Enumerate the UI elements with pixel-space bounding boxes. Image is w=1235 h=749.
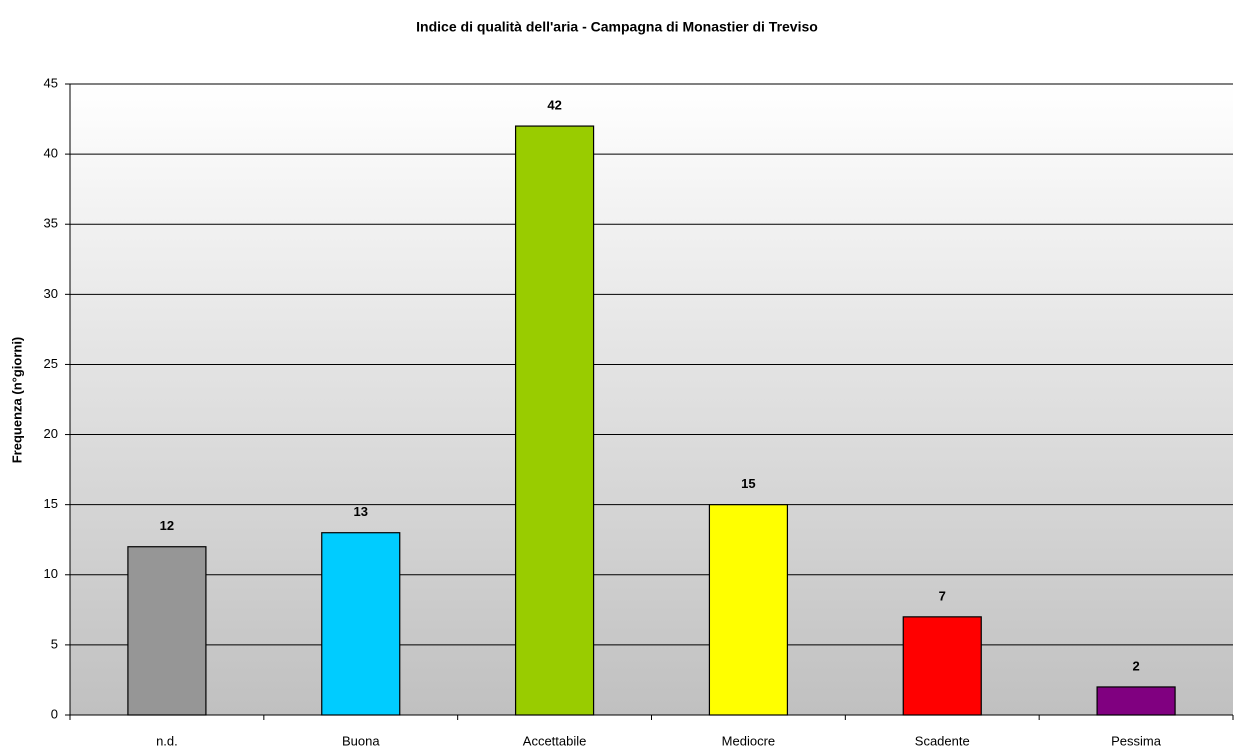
- data-label: 13: [354, 504, 368, 519]
- x-tick-label: Buona: [342, 733, 380, 748]
- y-tick-label: 35: [44, 216, 58, 231]
- x-tick-label: Scadente: [915, 733, 970, 748]
- x-tick-label: n.d.: [156, 733, 178, 748]
- x-tick-label: Pessima: [1111, 733, 1162, 748]
- bar: [321, 532, 401, 716]
- data-label: 42: [547, 98, 561, 113]
- y-tick-label: 0: [51, 706, 58, 721]
- bar: [514, 125, 595, 716]
- chart-title: Indice di qualità dell'aria - Campagna d…: [416, 19, 818, 35]
- y-tick-label: 20: [44, 426, 58, 441]
- bar: [127, 546, 207, 716]
- data-label: 12: [160, 518, 174, 533]
- y-tick-label: 45: [44, 75, 58, 90]
- y-tick-label: 40: [44, 146, 58, 161]
- data-label: 7: [939, 588, 946, 603]
- x-tick-label: Mediocre: [722, 733, 775, 748]
- y-tick-label: 25: [44, 356, 58, 371]
- data-label: 15: [741, 476, 755, 491]
- x-tick-label: Accettabile: [523, 733, 587, 748]
- y-axis-label: Frequenza (n°giorni): [9, 337, 24, 464]
- bar: [1096, 686, 1176, 716]
- y-tick-label: 15: [44, 496, 58, 511]
- bar: [708, 504, 789, 716]
- y-tick-label: 30: [44, 286, 58, 301]
- plot-area: [70, 84, 1233, 715]
- y-tick-label: 5: [51, 636, 58, 651]
- data-label: 2: [1132, 658, 1139, 673]
- bar: [902, 616, 982, 716]
- y-tick-label: 10: [44, 566, 58, 581]
